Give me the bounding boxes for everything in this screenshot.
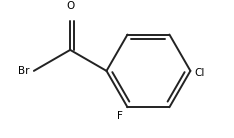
Text: F: F: [117, 111, 123, 121]
Text: Cl: Cl: [195, 68, 205, 78]
Text: O: O: [66, 1, 74, 11]
Text: Br: Br: [18, 66, 30, 76]
